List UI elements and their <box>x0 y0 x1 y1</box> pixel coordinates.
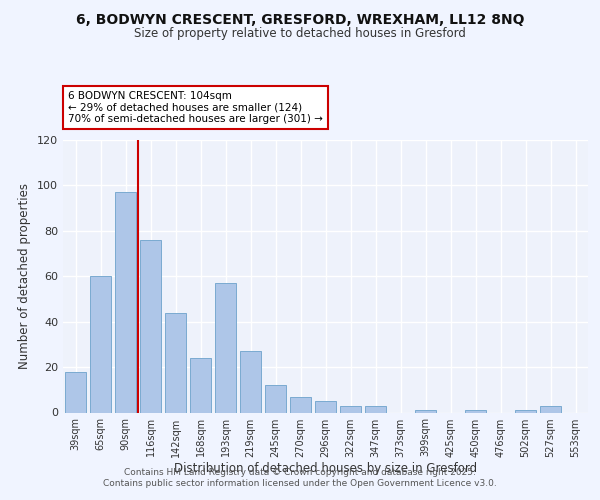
Bar <box>465 410 486 412</box>
Bar <box>540 406 561 412</box>
Bar <box>115 192 136 412</box>
Text: Contains HM Land Registry data © Crown copyright and database right 2025.
Contai: Contains HM Land Registry data © Crown c… <box>103 468 497 487</box>
Text: 6 BODWYN CRESCENT: 104sqm
← 29% of detached houses are smaller (124)
70% of semi: 6 BODWYN CRESCENT: 104sqm ← 29% of detac… <box>68 91 323 124</box>
Bar <box>340 406 361 412</box>
Bar <box>240 351 261 412</box>
Bar <box>140 240 161 412</box>
X-axis label: Distribution of detached houses by size in Gresford: Distribution of detached houses by size … <box>174 462 477 475</box>
Bar <box>65 372 86 412</box>
Bar <box>265 385 286 412</box>
Text: Size of property relative to detached houses in Gresford: Size of property relative to detached ho… <box>134 28 466 40</box>
Bar <box>415 410 436 412</box>
Bar <box>515 410 536 412</box>
Bar <box>190 358 211 412</box>
Bar <box>365 406 386 412</box>
Bar <box>90 276 111 412</box>
Bar <box>215 283 236 412</box>
Y-axis label: Number of detached properties: Number of detached properties <box>19 183 31 369</box>
Bar <box>165 312 186 412</box>
Text: 6, BODWYN CRESCENT, GRESFORD, WREXHAM, LL12 8NQ: 6, BODWYN CRESCENT, GRESFORD, WREXHAM, L… <box>76 12 524 26</box>
Bar <box>290 396 311 412</box>
Bar <box>315 401 336 412</box>
